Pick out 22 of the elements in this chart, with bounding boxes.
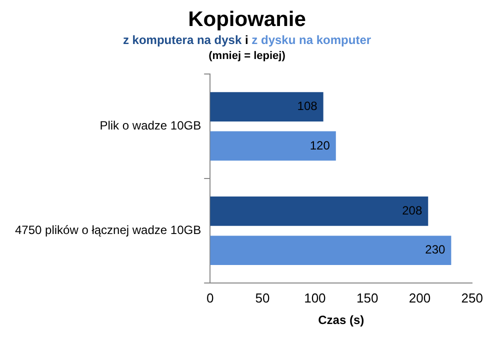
x-tick-label: 0 [206,290,214,306]
bar [210,131,336,161]
bar [210,196,428,226]
x-axis-title: Czas (s) [318,313,364,328]
x-tick-label: 250 [461,290,484,306]
text: z dysku na komputer [252,33,372,47]
chart-title: Kopiowanie [187,8,307,32]
y-tick-label: Plik o wadze 10GB [100,118,202,133]
y-tick-label: 4750 plików o łącznej wadze 10GB [14,223,202,238]
bar [210,92,324,122]
text: i [244,33,250,47]
x-tick-label: 50 [255,290,270,306]
data-label: 120 [310,138,330,152]
x-tick-label: 200 [408,290,431,306]
x-tick-label: 150 [356,290,378,306]
data-label: 108 [297,99,318,114]
data-label: 230 [425,242,446,257]
chart-subtitle: (mniej = lepiej) [208,49,286,64]
text: z komputera na dysk [122,33,242,47]
bar [210,236,452,266]
data-label: 208 [402,204,422,218]
x-tick-label: 100 [304,290,326,306]
